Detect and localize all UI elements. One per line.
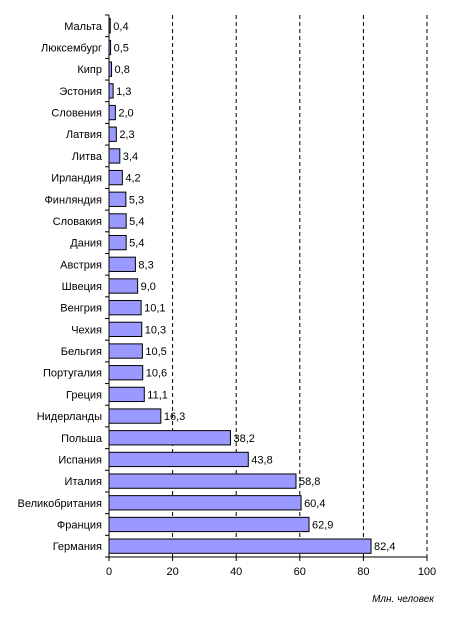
value-label: 10,6 xyxy=(146,368,167,380)
category-label: Великобритания xyxy=(18,498,103,510)
category-label: Португалия xyxy=(43,368,102,380)
bar-11 xyxy=(108,256,136,272)
value-label: 0,5 xyxy=(114,43,129,55)
category-label: Люксембург xyxy=(41,43,102,55)
bar-15 xyxy=(108,343,143,359)
x-tick-label: 40 xyxy=(230,566,242,578)
x-tick-label: 20 xyxy=(166,566,178,578)
category-label: Греция xyxy=(66,389,102,401)
category-label: Кипр xyxy=(77,64,102,76)
value-label: 16,3 xyxy=(164,411,185,423)
value-label: 5,4 xyxy=(129,216,144,228)
category-label: Австрия xyxy=(60,259,102,271)
bar-20 xyxy=(108,451,249,468)
category-label: Ирландия xyxy=(51,173,102,185)
bar-17 xyxy=(108,386,145,403)
axes xyxy=(105,14,428,561)
value-label: 9,0 xyxy=(141,281,156,293)
bar-6 xyxy=(108,148,121,164)
category-label: Дания xyxy=(70,238,102,250)
bar-3 xyxy=(108,83,114,99)
x-axis-label: Млн. человек xyxy=(372,594,435,605)
category-label: Испания xyxy=(58,454,102,466)
value-label: 8,3 xyxy=(138,259,153,271)
x-tick-label: 80 xyxy=(357,566,369,578)
bar-23 xyxy=(108,516,310,533)
category-label: Латвия xyxy=(66,129,102,141)
value-label: 58,8 xyxy=(299,476,320,488)
category-label: Литва xyxy=(72,151,103,163)
value-labels: 0,4 0,5 0,8 1,3 2,0 2,3 3,4 4,2 5,3 5,4 5,4 8,3 9,0 1… xyxy=(113,21,395,553)
category-label: Швеция xyxy=(62,281,102,293)
value-label: 10,1 xyxy=(144,303,165,315)
tick-labels: 0 20 40 60 80 100 xyxy=(106,566,436,578)
value-label: 2,3 xyxy=(119,129,134,141)
value-label: 3,4 xyxy=(123,151,138,163)
bar-13 xyxy=(108,300,142,316)
value-label: 10,3 xyxy=(145,324,166,336)
category-label: Венгрия xyxy=(60,303,102,315)
value-label: 4,2 xyxy=(125,173,140,185)
value-label: 5,3 xyxy=(129,194,144,206)
x-tick-label: 60 xyxy=(294,566,306,578)
bar-14 xyxy=(108,321,143,338)
value-label: 82,4 xyxy=(374,541,395,553)
bar-16 xyxy=(108,365,144,381)
category-labels: Мальта Люксембург Кипр Эстония Словения Латви… xyxy=(18,21,103,553)
category-label: Эстония xyxy=(59,86,102,98)
category-label: Финляндия xyxy=(44,194,102,206)
value-label: 2,0 xyxy=(118,108,133,120)
bar-4 xyxy=(108,104,116,121)
x-tick-label: 100 xyxy=(418,566,436,578)
category-label: Словакия xyxy=(53,216,102,228)
category-label: Мальта xyxy=(64,21,103,33)
value-label: 38,2 xyxy=(233,433,254,445)
value-label: 0,8 xyxy=(115,64,130,76)
bar-22 xyxy=(108,495,302,511)
value-label: 11,1 xyxy=(147,389,168,401)
value-label: 43,8 xyxy=(251,454,272,466)
bar-5 xyxy=(108,126,117,142)
value-label: 0,4 xyxy=(113,21,128,33)
bar-7 xyxy=(108,169,123,186)
category-label: Бельгия xyxy=(61,346,102,358)
bar-21 xyxy=(108,473,297,489)
value-label: 62,9 xyxy=(312,519,333,531)
category-label: Италия xyxy=(65,476,103,488)
bar-12 xyxy=(108,278,139,294)
value-label: 10,5 xyxy=(145,346,166,358)
x-tick-label: 0 xyxy=(106,566,112,578)
bar-9 xyxy=(108,213,127,229)
value-label: 1,3 xyxy=(116,86,131,98)
bar-18 xyxy=(108,408,162,424)
bar-10 xyxy=(108,234,127,251)
category-label: Нидерланды xyxy=(37,411,102,423)
category-label: Германия xyxy=(53,541,102,553)
value-label: 60,4 xyxy=(304,498,325,510)
category-label: Польша xyxy=(61,433,103,445)
bar-24 xyxy=(108,538,372,554)
bar-8 xyxy=(108,191,127,207)
category-label: Чехия xyxy=(71,324,102,336)
value-label: 5,4 xyxy=(129,238,144,250)
bar-19 xyxy=(108,430,231,446)
category-label: Франция xyxy=(57,519,102,531)
category-label: Словения xyxy=(51,108,102,120)
